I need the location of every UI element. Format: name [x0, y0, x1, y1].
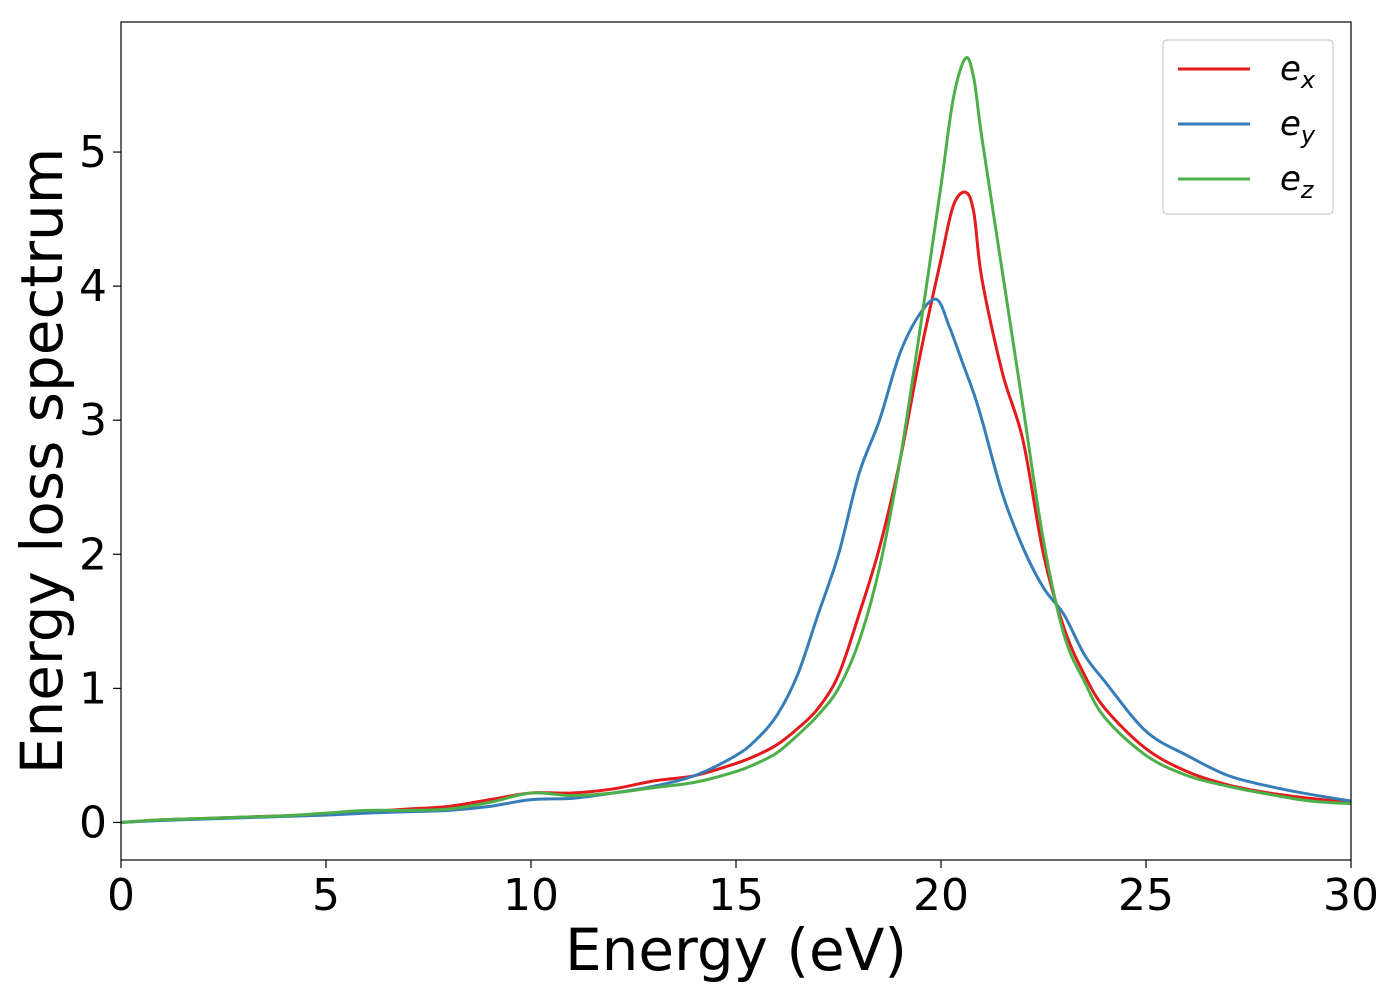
series-line-y	[121, 297, 1351, 824]
y-tick-label: 3	[79, 395, 107, 446]
legend: ex ey ez	[1162, 39, 1334, 215]
series-layer	[121, 56, 1351, 824]
y-tick-label: 1	[79, 663, 107, 714]
x-tick-label: 20	[913, 870, 969, 921]
y-tick-label: 2	[79, 529, 107, 580]
y-tick-label: 5	[79, 127, 107, 178]
x-tick-label: 15	[708, 870, 764, 921]
legend-label-x: ex	[1280, 49, 1316, 94]
x-tick-label: 0	[107, 870, 135, 921]
ticks-layer: 0 5 10 15 20 25 30 0 1 2 3 4 5	[79, 127, 1379, 921]
legend-label-y: ey	[1280, 104, 1316, 149]
x-tick-label: 25	[1118, 870, 1174, 921]
x-tick-label: 10	[503, 870, 559, 921]
x-tick-label: 5	[312, 870, 340, 921]
series-line-x	[121, 190, 1351, 824]
series-line-z	[121, 56, 1351, 824]
legend-box	[1162, 39, 1334, 215]
x-axis-title: Energy (eV)	[565, 916, 907, 984]
y-tick-label: 0	[79, 797, 107, 848]
legend-label-z: ez	[1280, 159, 1315, 204]
x-tick-label: 30	[1323, 870, 1379, 921]
y-tick-label: 4	[79, 261, 107, 312]
y-axis-title: Energy loss spectrum	[8, 148, 76, 774]
